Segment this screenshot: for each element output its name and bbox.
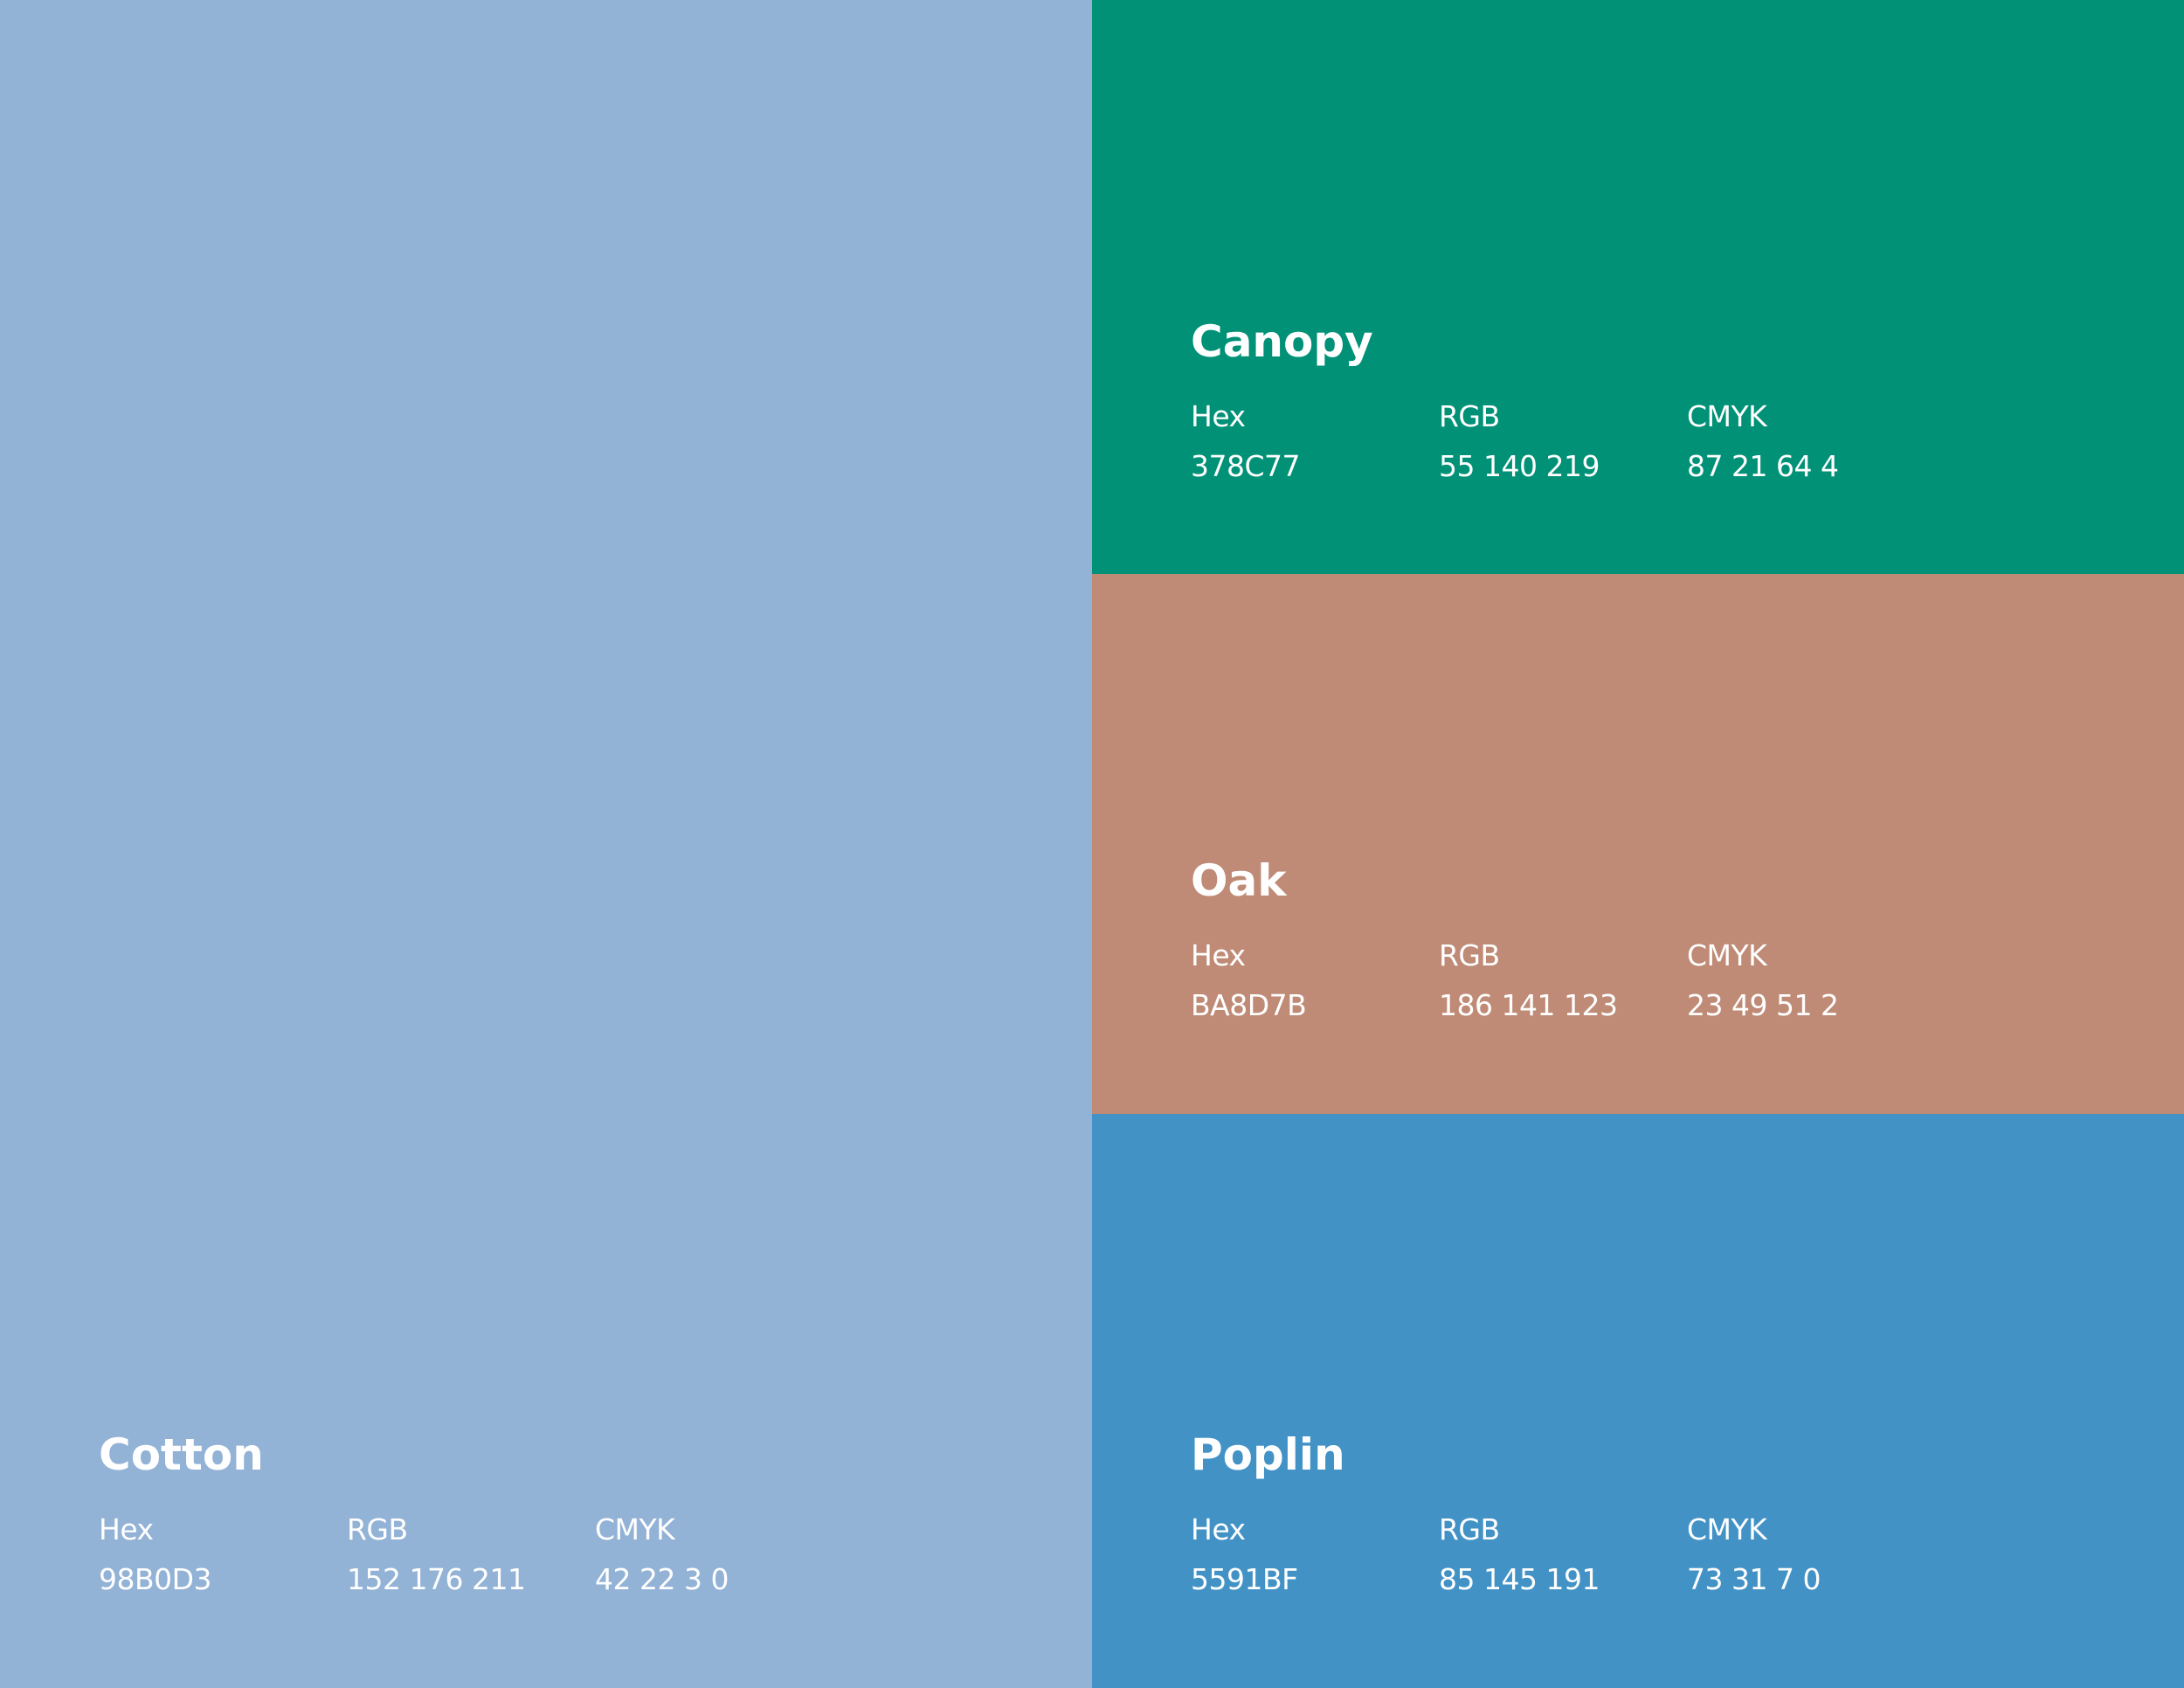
field-value: 87 21 64 4: [1687, 449, 1839, 483]
field-value: 5591BF: [1191, 1562, 1298, 1596]
field-label: CMYK: [595, 1512, 675, 1546]
field-value: BA8D7B: [1191, 988, 1307, 1022]
color-swatch: Cotton Hex 98B0D3 RGB 152 176 211 CMYK 42 22 3…: [0, 0, 1092, 1688]
field-label: Hex: [1191, 399, 1246, 433]
swatch-name: Canopy: [1191, 316, 1373, 367]
field-value: 98B0D3: [99, 1562, 212, 1596]
field-value: 378C77: [1191, 449, 1301, 483]
field-label: CMYK: [1687, 399, 1767, 433]
field-value: 73 31 7 0: [1687, 1562, 1821, 1596]
field-value: 85 145 191: [1439, 1562, 1600, 1596]
field-value: 152 176 211: [347, 1562, 526, 1596]
field-value: 42 22 3 0: [595, 1562, 729, 1596]
field-label: RGB: [1439, 399, 1500, 433]
field-label: RGB: [347, 1512, 408, 1546]
color-swatch: Poplin Hex 5591BF RGB 85 145 191 CMYK 73 31 7 …: [1092, 1114, 2184, 1688]
field-value: 23 49 51 2: [1687, 988, 1839, 1022]
swatch-name: Cotton: [99, 1429, 264, 1480]
swatch-name: Oak: [1191, 855, 1287, 906]
field-label: CMYK: [1687, 938, 1767, 972]
field-label: Hex: [99, 1512, 154, 1546]
field-value: 55 140 219: [1439, 449, 1600, 483]
swatch-name: Poplin: [1191, 1429, 1345, 1480]
field-label: CMYK: [1687, 1512, 1767, 1546]
field-label: Hex: [1191, 1512, 1246, 1546]
color-swatch: Oak Hex BA8D7B RGB 186 141 123 CMYK 23 49 51 2: [1092, 574, 2184, 1114]
field-label: Hex: [1191, 938, 1246, 972]
field-label: RGB: [1439, 938, 1500, 972]
color-swatch: Canopy Hex 378C77 RGB 55 140 219 CMYK 87 21 64…: [1092, 0, 2184, 574]
field-value: 186 141 123: [1439, 988, 1618, 1022]
field-label: RGB: [1439, 1512, 1500, 1546]
